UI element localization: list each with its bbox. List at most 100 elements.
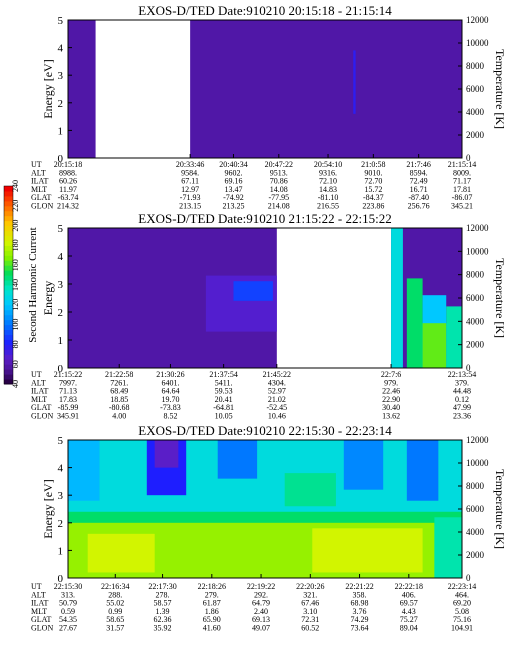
ephemeris-value: 7997. — [59, 378, 77, 387]
ephemeris-value: 321. — [303, 590, 317, 599]
y-tick-label: 3 — [58, 490, 64, 502]
ephemeris-row-label: GLAT — [31, 403, 52, 412]
colorbar-cell — [4, 245, 13, 251]
ephemeris-value: 345.91 — [57, 412, 79, 421]
heatmap-cell — [154, 440, 179, 468]
y2-tick-label: 2000 — [466, 340, 485, 350]
ephemeris-value: 22:20:26 — [296, 582, 324, 591]
colorbar-cell — [4, 235, 13, 241]
heatmap-cell — [446, 306, 462, 368]
colorbar-tick-label: 240 — [11, 180, 20, 192]
ephemeris-value: 9316. — [319, 168, 337, 177]
ephemeris-value: 30.40 — [382, 403, 400, 412]
heatmap-cell — [190, 20, 462, 158]
ephemeris-value: 22:16:34 — [101, 582, 129, 591]
y-tick-label: 4 — [58, 463, 64, 475]
colorbar-cell — [4, 314, 13, 321]
ephemeris-value: 54.35 — [59, 615, 77, 624]
panel-title: EXOS-D/TED Date:910210 20:15:18 - 21:15:… — [138, 3, 392, 18]
ephemeris-row-label: GLAT — [31, 615, 52, 624]
ephemeris-row-label: GLON — [31, 412, 53, 421]
colorbar-tick-label: 40 — [11, 380, 20, 388]
y-axis-label: Energy — [41, 281, 55, 315]
ephemeris-value: -87.40 — [408, 193, 429, 202]
ephemeris-row-label: ILAT — [31, 177, 48, 186]
ephemeris-value: 213.15 — [179, 202, 201, 211]
ephemeris-value: 31.57 — [106, 624, 124, 633]
y2-tick-label: 12000 — [466, 15, 489, 25]
heatmap-cell — [233, 281, 273, 301]
ephemeris-value: 216.55 — [317, 202, 339, 211]
ephemeris-value: 9010. — [364, 168, 382, 177]
ephemeris-value: 21:0:58 — [361, 160, 385, 169]
colorbar-cell — [4, 285, 13, 291]
y2-tick-label: 0 — [466, 573, 471, 583]
panel-2: EXOS-D/TED Date:910210 21:15:22 - 22:15:… — [3, 180, 505, 421]
ephemeris-value: 0.59 — [61, 607, 75, 616]
ephemeris-value: 18.85 — [110, 395, 128, 404]
ephemeris-value: 69.57 — [400, 599, 418, 608]
y2-tick-label: 4000 — [466, 527, 485, 537]
ephemeris-value: 19.70 — [161, 395, 179, 404]
colorbar-cell — [4, 200, 13, 207]
colorbar-cell — [4, 186, 13, 192]
ephemeris-value: 21:7:46 — [406, 160, 430, 169]
y-tick-label: 1 — [58, 545, 64, 557]
ephemeris-value: 21:15:14 — [448, 160, 476, 169]
colorbar-cell — [4, 374, 13, 380]
heatmap-cell — [406, 278, 423, 368]
y-tick-label: 3 — [58, 279, 64, 291]
y-axis-label: Energy [eV] — [41, 59, 55, 118]
heatmap-cell — [343, 440, 384, 490]
y-tick-label: 3 — [58, 70, 64, 82]
ephemeris-value: 21:15:22 — [54, 370, 82, 379]
ephemeris-value: 20.41 — [215, 395, 233, 404]
ephemeris-value: 20:40:34 — [219, 160, 247, 169]
colorbar-cell — [4, 344, 13, 350]
ephemeris-value: 104.91 — [451, 624, 473, 633]
colorbar-cell — [4, 294, 13, 301]
ephemeris-value: 64.64 — [161, 387, 179, 396]
y-tick-label: 2 — [58, 98, 64, 110]
ephemeris-value: 47.99 — [453, 403, 471, 412]
ephemeris-value: 9602. — [224, 168, 242, 177]
ephemeris-value: 4.00 — [112, 412, 126, 421]
heatmap-cell — [312, 528, 423, 573]
ephemeris-value: -80.68 — [109, 403, 130, 412]
ephemeris-row-label: ALT — [31, 590, 46, 599]
ephemeris-row-label: GLAT — [31, 193, 52, 202]
colorbar-tick-label: 80 — [11, 340, 20, 348]
colorbar-cell — [4, 265, 13, 271]
colorbar-cell — [4, 250, 13, 256]
colorbar: 40 60 80 100 120 140 160 180 200 220 240 Second Har… — [3, 180, 39, 388]
ephemeris-value: 406. — [402, 590, 416, 599]
heatmap-cell — [217, 440, 258, 479]
colorbar-cell — [4, 195, 13, 202]
y2-tick-label: 2000 — [466, 550, 485, 560]
panel-title: EXOS-D/TED Date:910210 21:15:22 - 22:15:… — [138, 211, 391, 226]
ephemeris-value: 12.97 — [181, 185, 199, 194]
colorbar-cell — [4, 379, 13, 385]
y-tick-label: 2 — [58, 518, 64, 530]
ephemeris-value: 278. — [156, 590, 170, 599]
ephemeris-value: 21:22:58 — [105, 370, 133, 379]
ephemeris-value: 75.27 — [400, 615, 418, 624]
ephemeris-value: 71.17 — [453, 177, 471, 186]
ephemeris-value: 313. — [61, 590, 75, 599]
ephemeris-value: 22:23:14 — [448, 582, 476, 591]
ephemeris-value: 20:33:46 — [176, 160, 204, 169]
ephemeris-row-label: ILAT — [31, 387, 48, 396]
colorbar-cell — [4, 369, 13, 375]
y2-tick-label: 6000 — [466, 504, 485, 514]
ephemeris-value: 22.46 — [382, 387, 400, 396]
colorbar-tick-label: 100 — [11, 319, 20, 331]
y2-tick-label: 8000 — [466, 61, 485, 71]
y2-tick-label: 8000 — [466, 481, 485, 491]
y2-axis-label: Temperature [K] — [493, 258, 505, 338]
ephemeris-value: 69.16 — [224, 177, 242, 186]
ephemeris-value: 50.79 — [59, 599, 77, 608]
ephemeris-value: -63.74 — [58, 193, 79, 202]
ephemeris-row-label: UT — [31, 370, 42, 379]
ephemeris-value: 3.76 — [353, 607, 367, 616]
